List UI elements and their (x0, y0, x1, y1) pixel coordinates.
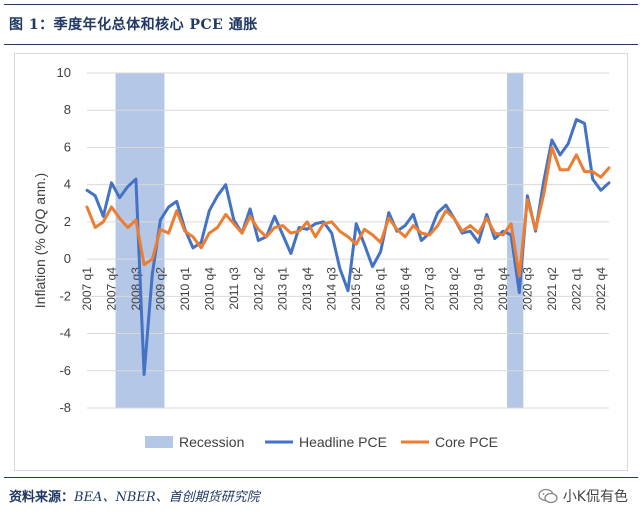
x-tick-label: 2010 q4 (202, 267, 216, 311)
x-tick-label: 2011 q3 (227, 267, 241, 310)
top-rule (4, 4, 638, 5)
y-tick-label: -4 (59, 326, 71, 341)
x-tick-label: 2019 q4 (496, 267, 510, 311)
y-tick-label: 0 (64, 251, 71, 266)
y-axis-label: Inflation (% Q/Q ann.) (32, 173, 48, 308)
source-label: 资料来源： (9, 490, 75, 505)
y-tick-label: 6 (64, 139, 71, 154)
x-tick-label: 2022 q1 (569, 267, 583, 311)
legend-swatch-recession (145, 436, 173, 448)
series-line-core-pce (85, 145, 611, 278)
y-tick-label: 4 (64, 177, 71, 192)
series-line-headline-pce (85, 118, 611, 376)
title-rule (4, 44, 638, 45)
x-tick-label: 2015 q2 (349, 267, 363, 311)
x-tick-label: 2012 q2 (251, 267, 265, 311)
source-note: 资料来源：BEA、NBER、首创期货研究院 (9, 486, 260, 505)
source-text: BEA、NBER、首创期货研究院 (74, 490, 260, 505)
x-tick-label: 2017 q3 (423, 267, 437, 311)
watermark: 小K侃有色 (538, 486, 628, 506)
x-tick-label: 2022 q4 (594, 267, 608, 311)
watermark-text: 小K侃有色 (562, 489, 628, 505)
y-tick-label: 10 (57, 65, 71, 80)
chart-frame: -8 -6 -4 -2 0 2 4 6 8 10 2007 q1 2007 q4 2008 q3 2009… (14, 53, 628, 471)
x-tick-label: 2010 q1 (178, 267, 192, 311)
x-tick-label: 2014 q3 (325, 267, 339, 311)
legend-label-core-pce: Core PCE (435, 434, 498, 450)
legend-label-headline-pce: Headline PCE (299, 434, 387, 450)
x-tick-label: 2018 q2 (447, 267, 461, 311)
y-tick-label: -2 (59, 288, 71, 303)
y-tick-label: -8 (59, 400, 71, 415)
x-tick-label: 2007 q1 (80, 267, 94, 311)
y-tick-label: -6 (59, 363, 71, 378)
figure-title: 图 1：季度年化总体和核心 PCE 通胀 (9, 17, 258, 33)
x-tick-label: 2016 q4 (398, 267, 412, 311)
x-tick-label: 2016 q1 (374, 267, 388, 311)
x-tick-label: 2013 q4 (300, 267, 314, 311)
y-tick-label: 8 (64, 102, 71, 117)
x-tick-label: 2020 q3 (520, 267, 534, 311)
legend-label-recession: Recession (179, 434, 244, 450)
x-tick-label: 2013 q1 (276, 267, 290, 311)
x-tick-label: 2021 q2 (545, 267, 559, 311)
y-tick-label: 2 (64, 214, 71, 229)
bottom-rule (4, 477, 638, 478)
x-tick-label: 2007 q4 (104, 267, 118, 311)
x-tick-label: 2009 q2 (153, 267, 167, 311)
wechat-icon (538, 488, 558, 504)
x-tick-label: 2019 q1 (472, 267, 486, 311)
